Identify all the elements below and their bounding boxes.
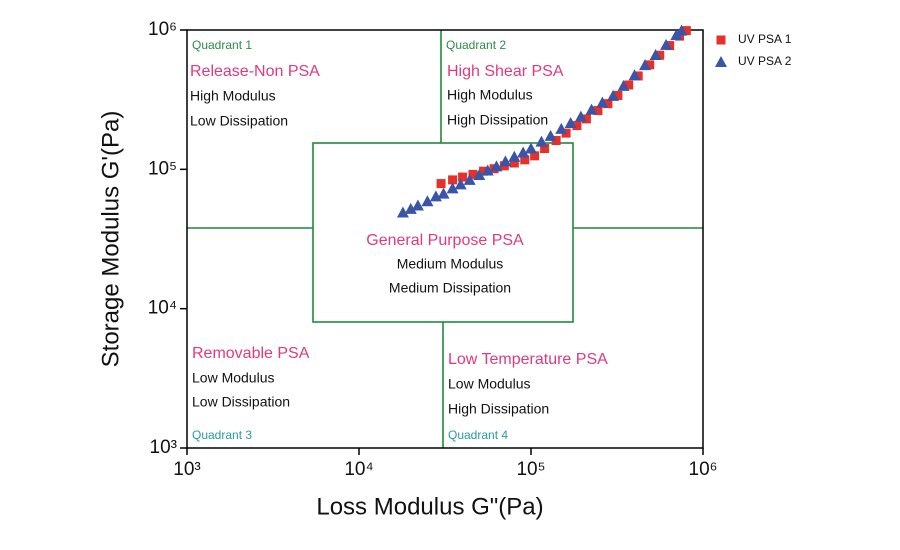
annotation: Low Modulus <box>448 376 531 392</box>
point <box>572 121 582 131</box>
point <box>530 151 540 161</box>
point <box>525 142 537 154</box>
point <box>555 122 568 134</box>
point <box>540 144 550 154</box>
annotation: General Purpose PSA <box>366 232 524 249</box>
point <box>574 110 587 122</box>
x-tick-label: 10⁵ <box>516 459 545 480</box>
y-tick-label: 10³ <box>150 437 177 458</box>
point <box>436 179 446 189</box>
annotation: Low Dissipation <box>190 113 288 129</box>
point <box>544 129 557 141</box>
point <box>617 79 630 91</box>
annotation: High Modulus <box>447 87 533 103</box>
point <box>638 59 651 71</box>
annotation: Low Dissipation <box>192 394 290 410</box>
point <box>499 155 512 167</box>
x-tick-label: 10⁶ <box>689 459 718 480</box>
annotation: High Shear PSA <box>447 63 564 80</box>
annotation: Medium Dissipation <box>389 280 511 296</box>
point <box>448 175 458 185</box>
point <box>564 117 577 129</box>
point <box>396 206 409 218</box>
point <box>681 26 691 36</box>
y-tick-label: 10⁵ <box>148 158 177 179</box>
point <box>479 166 489 176</box>
window-box <box>312 142 574 323</box>
y-tick-label: 10⁶ <box>148 19 177 40</box>
annotation: Quadrant 2 <box>446 38 506 52</box>
point <box>454 178 467 190</box>
point <box>675 24 688 36</box>
annotation: Quadrant 4 <box>448 428 508 442</box>
point <box>446 182 459 194</box>
annotation: Medium Modulus <box>397 256 504 272</box>
x-axis-label: Loss Modulus G"(Pa) <box>316 493 543 520</box>
point <box>596 96 609 108</box>
point <box>649 49 662 61</box>
x-tick-label: 10⁴ <box>344 459 373 480</box>
point <box>593 106 603 116</box>
annotation: Quadrant 3 <box>192 428 252 442</box>
point <box>607 89 620 101</box>
annotation: Low Modulus <box>192 370 275 386</box>
point <box>535 135 548 147</box>
annotation: High Modulus <box>190 88 276 104</box>
point <box>411 199 424 211</box>
point <box>509 158 519 168</box>
y-axis-label: Storage Modulus G'(Pa) <box>97 111 124 368</box>
legend-marker <box>716 35 726 45</box>
point <box>660 38 673 50</box>
point <box>473 169 486 181</box>
annotation: High Dissipation <box>447 112 548 128</box>
plot-frame <box>186 29 704 449</box>
point <box>645 60 655 70</box>
point <box>633 71 643 81</box>
point <box>421 195 434 207</box>
point <box>458 172 468 182</box>
legend-marker <box>715 56 727 67</box>
point <box>613 90 623 100</box>
point <box>655 50 665 60</box>
point <box>490 160 503 172</box>
point <box>468 169 478 179</box>
point <box>508 150 521 162</box>
annotation: Removable PSA <box>192 345 310 362</box>
point <box>603 99 613 109</box>
point <box>404 202 417 214</box>
point <box>481 164 494 176</box>
point <box>585 103 598 115</box>
annotation: High Dissipation <box>448 401 549 417</box>
annotation: Release-Non PSA <box>190 63 320 80</box>
point <box>624 80 634 90</box>
point <box>463 173 476 185</box>
legend-label: UV PSA 2 <box>738 54 792 68</box>
point <box>581 114 591 124</box>
legend-label: UV PSA 1 <box>738 32 792 46</box>
point <box>628 69 641 81</box>
point <box>517 146 530 158</box>
point <box>437 187 450 199</box>
point <box>429 190 442 202</box>
annotation: Low Temperature PSA <box>448 351 608 368</box>
x-tick-label: 10³ <box>173 459 200 480</box>
annotation: Quadrant 1 <box>192 38 252 52</box>
y-tick-label: 10⁴ <box>148 298 177 319</box>
point <box>520 155 530 165</box>
